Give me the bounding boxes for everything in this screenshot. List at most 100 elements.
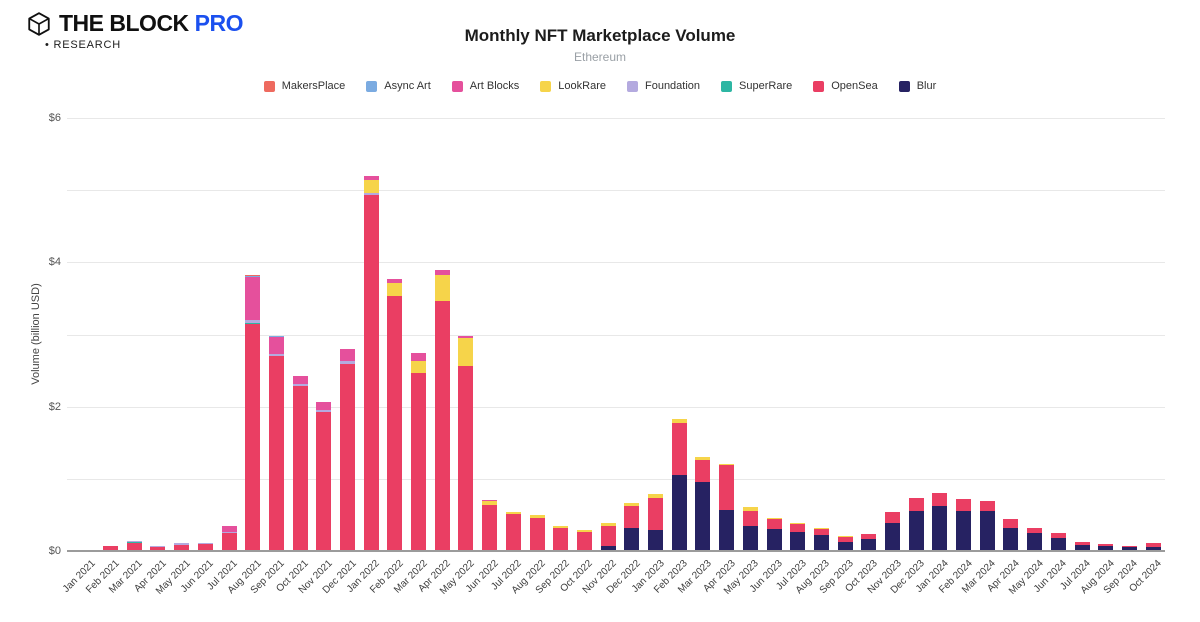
bar-segment-opensea xyxy=(340,364,355,551)
bar-segment-opensea xyxy=(885,512,900,523)
bar-segment-blur xyxy=(885,522,900,551)
bar-segment-foundation xyxy=(340,361,355,365)
bar-segment-opensea xyxy=(553,527,569,551)
bar-jul-2021 xyxy=(221,526,237,551)
bar-segment-foundation xyxy=(245,320,261,323)
bar-oct-2021 xyxy=(292,376,308,551)
bar-segment-lookrare xyxy=(813,527,829,529)
bar-segment-opensea xyxy=(766,519,782,530)
bar-jun-2022 xyxy=(482,499,498,551)
bar-segment-lookrare xyxy=(458,338,474,366)
bar-may-2023 xyxy=(742,507,758,551)
bar-segment-foundation xyxy=(197,543,213,544)
bar-segment-art-blocks xyxy=(458,335,474,339)
bar-segment-opensea xyxy=(103,546,119,551)
legend-label: Blur xyxy=(916,80,937,92)
bar-jul-2024 xyxy=(1074,542,1090,551)
bar-segment-superrare xyxy=(245,322,261,324)
bar-segment-opensea xyxy=(1050,532,1066,539)
bar-sep-2021 xyxy=(268,335,284,551)
bar-segment-opensea xyxy=(695,460,711,482)
y-axis-label: Volume (billion USD) xyxy=(30,283,42,385)
bar-segment-blur xyxy=(932,506,948,551)
bar-segment-lookrare xyxy=(790,522,806,525)
bar-dec-2022 xyxy=(624,503,640,551)
bar-segment-opensea xyxy=(316,412,332,551)
bar-segment-foundation xyxy=(316,409,332,413)
bar-segment-opensea xyxy=(956,499,972,511)
legend-item-superrare[interactable]: SuperRare xyxy=(721,80,792,92)
bar-apr-2021 xyxy=(150,545,166,551)
bar-segment-blur xyxy=(1098,545,1114,551)
bar-segment-opensea xyxy=(529,517,545,551)
bar-segment-blur xyxy=(813,535,829,551)
bar-segment-blur xyxy=(908,510,924,551)
bar-segment-blur xyxy=(695,481,711,551)
gridline-5 xyxy=(67,190,1165,192)
bar-mar-2023 xyxy=(695,457,711,551)
bar-segment-blur xyxy=(1027,532,1043,551)
bar-segment-opensea xyxy=(1145,542,1161,548)
legend-item-makersplace[interactable]: MakersPlace xyxy=(263,80,346,92)
the-block-logo: THE BLOCK PRO xyxy=(26,10,244,37)
bar-segment-art-blocks xyxy=(245,276,261,321)
legend-item-blur[interactable]: Blur xyxy=(898,80,937,92)
bar-jun-2024 xyxy=(1050,532,1066,551)
bar-jul-2022 xyxy=(505,512,521,551)
bar-segment-blur xyxy=(600,545,616,551)
x-axis-line xyxy=(67,550,1165,552)
bar-dec-2023 xyxy=(908,497,924,551)
legend-item-async-art[interactable]: Async Art xyxy=(366,80,431,92)
bar-segment-art-blocks xyxy=(434,269,450,276)
bar-segment-lookrare xyxy=(387,283,403,297)
bar-segment-opensea xyxy=(790,524,806,532)
legend-item-foundation[interactable]: Foundation xyxy=(626,80,701,92)
legend-label: Art Blocks xyxy=(469,80,520,92)
bar-segment-art-blocks xyxy=(316,401,332,410)
legend-item-opensea[interactable]: OpenSea xyxy=(813,80,878,92)
bar-mar-2022 xyxy=(411,353,427,551)
bar-jan-2024 xyxy=(932,493,948,551)
bar-segment-opensea xyxy=(245,323,261,551)
legend-swatch-lookrare xyxy=(540,80,552,92)
bar-segment-blur xyxy=(1074,545,1090,551)
bar-segment-art-blocks xyxy=(292,376,308,384)
legend-swatch-art-blocks xyxy=(451,80,463,92)
bar-segment-blur xyxy=(742,526,758,551)
bar-segment-lookrare xyxy=(837,535,853,538)
bar-segment-lookrare xyxy=(529,514,545,518)
bar-segment-opensea xyxy=(411,373,427,551)
bar-segment-art-blocks xyxy=(268,336,284,354)
legend-item-lookrare[interactable]: LookRare xyxy=(540,80,606,92)
bar-jun-2023 xyxy=(766,517,782,551)
logo-pro-text: PRO xyxy=(194,10,244,36)
legend-label: Foundation xyxy=(644,80,701,92)
y-tick-label-6: $6 xyxy=(48,112,61,124)
bar-segment-opensea xyxy=(908,497,924,511)
bar-segment-async-art xyxy=(245,276,261,277)
legend-label: MakersPlace xyxy=(281,80,346,92)
cube-icon xyxy=(26,11,52,37)
bar-sep-2024 xyxy=(1121,545,1137,551)
bar-segment-lookrare xyxy=(648,494,664,499)
bar-segment-blur xyxy=(861,538,877,551)
bar-feb-2022 xyxy=(387,278,403,551)
bar-segment-opensea xyxy=(221,532,237,551)
legend-item-art-blocks[interactable]: Art Blocks xyxy=(451,80,520,92)
bar-segment-opensea xyxy=(600,525,616,546)
bar-segment-opensea xyxy=(1121,545,1137,548)
bar-segment-opensea xyxy=(126,543,142,551)
legend-swatch-blur xyxy=(898,80,910,92)
bar-apr-2024 xyxy=(1003,519,1019,551)
bar-segment-opensea xyxy=(1074,542,1090,546)
bar-may-2021 xyxy=(174,543,190,551)
legend-label: OpenSea xyxy=(831,80,878,92)
bar-segment-foundation xyxy=(221,532,237,533)
bar-segment-opensea xyxy=(268,356,284,551)
bar-jun-2021 xyxy=(197,543,213,551)
bar-segment-opensea xyxy=(742,510,758,527)
bar-segment-opensea xyxy=(624,506,640,528)
y-tick-label-0: $0 xyxy=(48,545,61,557)
y-tick-label-4: $4 xyxy=(48,256,61,269)
